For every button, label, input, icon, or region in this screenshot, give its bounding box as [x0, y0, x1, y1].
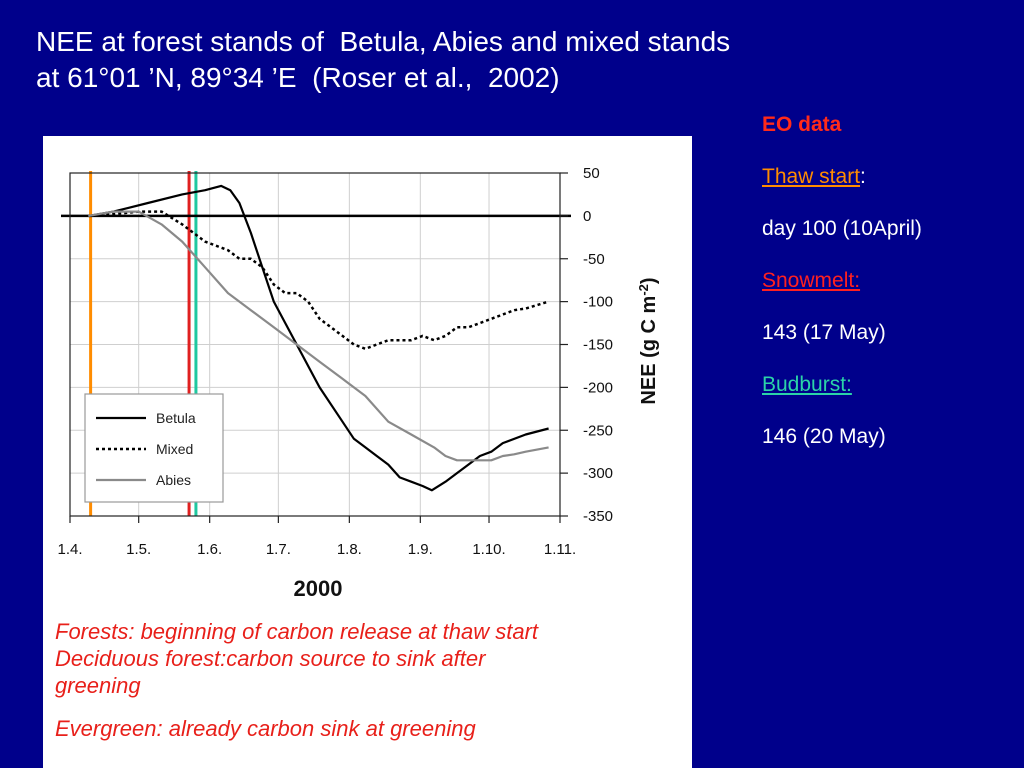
chart-legend: Betula Mixed Abies — [84, 393, 224, 503]
caption-block: Forests: beginning of carbon release at … — [55, 618, 691, 742]
slide-title-line-1: NEE at forest stands of Betula, Abies an… — [36, 26, 731, 57]
chart-series — [88, 184, 549, 492]
chart-grid — [69, 172, 561, 517]
x-tick-label: 1.4. — [57, 541, 82, 558]
y-tick-label: -100 — [583, 294, 613, 311]
thaw-start-colon: : — [860, 165, 866, 188]
thaw-start-value: day 100 (10April) — [762, 217, 922, 240]
x-axis-label: 2000 — [294, 576, 343, 601]
y-tick-label: 0 — [583, 208, 591, 225]
slide-title: NEE at forest stands of Betula, Abies an… — [36, 24, 730, 96]
series-line-abies — [88, 210, 549, 462]
eo-data-heading: EO data — [762, 113, 842, 136]
x-tick-labels: 1.4. 1.5. 1.6. 1.7. 1.8. 1.9. 1.10. 1.11. — [57, 541, 576, 558]
x-tick-label: 1.11. — [544, 541, 576, 558]
legend-box — [84, 393, 224, 503]
y-tick-label: -250 — [583, 422, 613, 439]
series-line-mixed — [88, 210, 549, 351]
y-axis-label: NEE (g C m-2) — [636, 277, 661, 404]
y-tick-label: -50 — [583, 251, 605, 268]
thaw-start-label-row: Thaw start: — [762, 164, 922, 190]
chart-axes — [69, 172, 568, 523]
eo-data-panel: EO data Thaw start: day 100 (10April) Sn… — [762, 112, 922, 476]
y-tick-label: -150 — [583, 337, 613, 354]
nee-line-chart: 1.4. 1.5. 1.6. 1.7. 1.8. 1.9. 1.10. 1.11. 50 0 -5… — [57, 165, 661, 601]
snowmelt-value: 143 (17 May) — [762, 321, 886, 344]
legend-label-mixed: Mixed — [156, 441, 193, 457]
snowmelt-label: Snowmelt: — [762, 269, 861, 292]
y-tick-labels: 50 0 -50 -100 -150 -200 -250 -300 -350 — [583, 165, 613, 525]
thaw-start-label: Thaw start — [762, 165, 861, 188]
x-tick-label: 1.10. — [472, 541, 505, 558]
x-tick-label: 1.9. — [408, 541, 433, 558]
legend-label-betula: Betula — [156, 410, 196, 426]
series-line-betula — [88, 184, 549, 492]
y-tick-label: -300 — [583, 465, 613, 482]
caption-line-1: Forests: beginning of carbon release at … — [55, 619, 539, 644]
budburst-label-row: Budburst: — [762, 372, 922, 398]
budburst-label: Budburst: — [762, 373, 852, 396]
x-tick-label: 1.7. — [266, 541, 291, 558]
snowmelt-label-row: Snowmelt: — [762, 268, 922, 294]
caption-line-2: Deciduous forest:carbon source to sink a… — [55, 646, 486, 671]
x-tick-label: 1.8. — [337, 541, 362, 558]
figure-panel: 1.4. 1.5. 1.6. 1.7. 1.8. 1.9. 1.10. 1.11. 50 0 -5… — [43, 136, 692, 768]
y-tick-label: -200 — [583, 379, 613, 396]
y-tick-label: 50 — [583, 165, 600, 182]
caption-line-4: Evergreen: already carbon sink at greeni… — [55, 716, 476, 741]
x-tick-label: 1.6. — [197, 541, 222, 558]
caption-line-3: greening — [55, 673, 141, 698]
y-tick-label: -350 — [583, 508, 613, 525]
slide-title-line-2: at 61°01 ’N, 89°34 ’E (Roser et al., 200… — [36, 62, 560, 93]
budburst-value: 146 (20 May) — [762, 425, 886, 448]
x-tick-label: 1.5. — [126, 541, 151, 558]
legend-label-abies: Abies — [156, 472, 191, 488]
